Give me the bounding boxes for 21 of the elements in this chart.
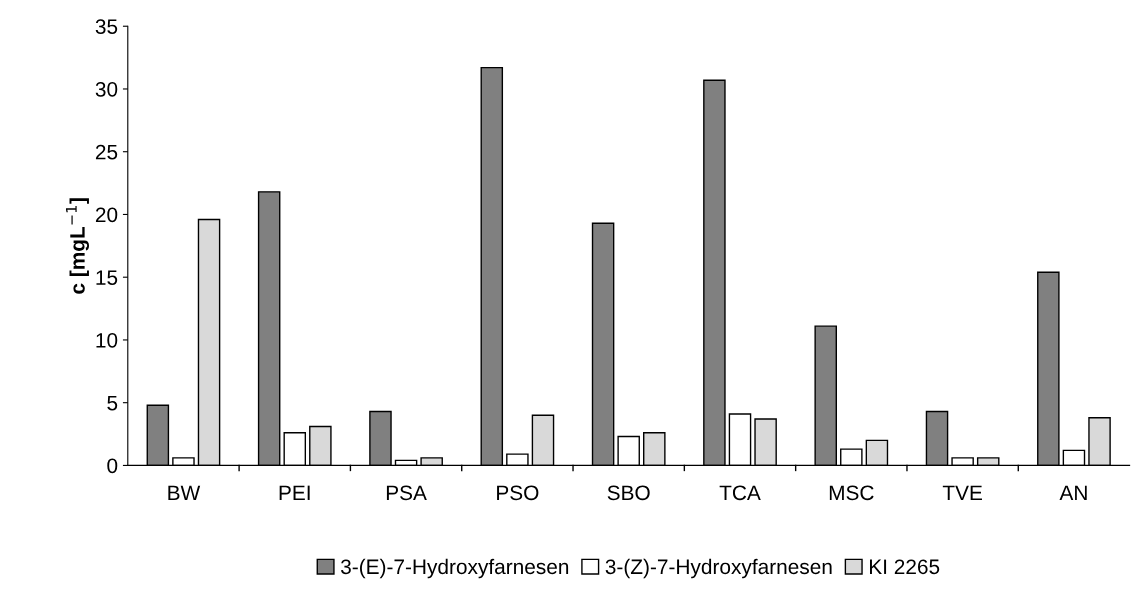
y-tick-label: 20: [95, 207, 118, 223]
x-tick-label: MSC: [829, 485, 874, 501]
x-tick-label: PSO: [497, 485, 539, 501]
y-axis-title: c [mgL$^{−1}$]: [66, 198, 90, 294]
x-tick-label: TVE: [942, 485, 982, 500]
y-tick-label: 5: [107, 395, 118, 411]
legend-label: 3-(E)-7-Hydroxyfarnesen: [340, 558, 569, 579]
x-tick-label: AN: [1059, 485, 1087, 500]
y-tick-label: 15: [96, 270, 118, 285]
y-tick-label: 0: [107, 458, 118, 474]
y-tick-label: 10: [96, 332, 118, 348]
x-tick-label: TCA: [719, 485, 761, 501]
x-tick-label: BW: [168, 485, 201, 500]
legend-label: 3-(Z)-7-Hydroxyfarnesen: [605, 558, 832, 579]
x-tick-label: SBO: [607, 485, 650, 501]
x-tick-label: PEI: [279, 485, 310, 500]
y-tick-label: 35: [95, 19, 118, 34]
x-tick-label: PSA: [386, 485, 427, 501]
y-tick-label: 30: [95, 81, 118, 97]
legend-label: KI 2265: [870, 559, 940, 575]
y-tick-label: 25: [95, 144, 118, 160]
